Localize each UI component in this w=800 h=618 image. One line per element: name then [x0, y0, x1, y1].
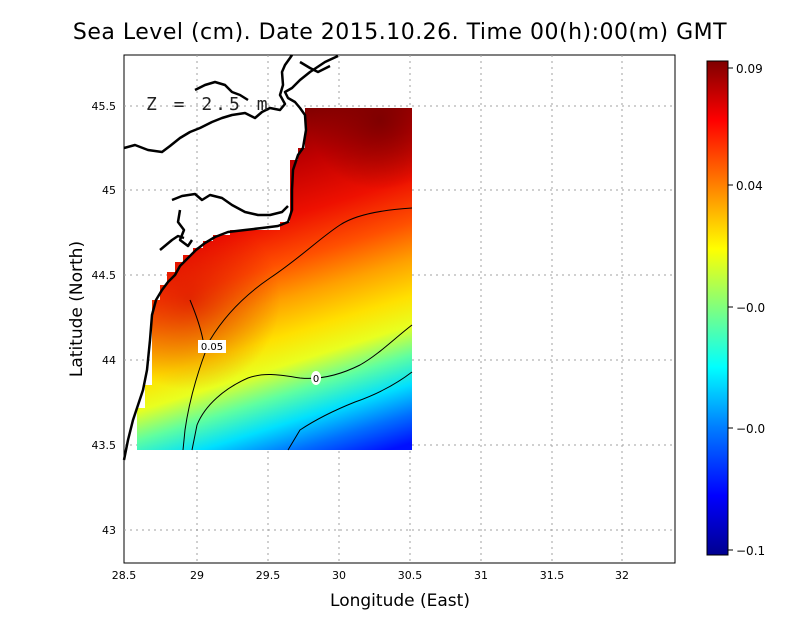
y-tick-labels: 43 43.5 44 44.5 45 45.5 — [92, 100, 117, 537]
contour-label-0: 0 — [311, 371, 321, 385]
colorbar-tick-label: −0.0 — [736, 301, 765, 315]
y-tick-label: 45.5 — [92, 100, 117, 113]
x-tick-label: 31 — [474, 569, 488, 582]
y-tick-label: 43 — [102, 524, 116, 537]
x-tick-label: 28.5 — [112, 569, 137, 582]
x-tick-label: 30 — [332, 569, 346, 582]
x-tick-label: 29 — [190, 569, 204, 582]
svg-text:0.05: 0.05 — [201, 342, 223, 353]
x-tick-label: 31.5 — [540, 569, 565, 582]
depth-label: Z = 2.5 m — [146, 94, 271, 115]
colorbar-tick-label: 0.04 — [736, 179, 763, 193]
y-axis-label: Latitude (North) — [67, 241, 87, 377]
y-tick-label: 44.5 — [92, 269, 117, 282]
colorbar: 0.09 0.04 −0.0 −0.0 −0.1 — [706, 60, 765, 558]
svg-text:0: 0 — [313, 374, 319, 385]
y-tick-label: 45 — [102, 184, 116, 197]
contour-label-005: 0.05 — [198, 340, 226, 353]
colorbar-tick-label: 0.09 — [736, 62, 763, 76]
coastline — [122, 54, 339, 461]
chart-title: Sea Level (cm). Date 2015.10.26. Time 00… — [72, 20, 728, 45]
colorbar-tick-label: −0.0 — [736, 422, 765, 436]
colorbar-tick-label: −0.1 — [736, 544, 765, 558]
x-tick-labels: 28.5 29 29.5 30 30.5 31 31.5 32 — [112, 569, 629, 582]
y-tick-label: 44 — [102, 354, 116, 367]
colorbar-gradient — [706, 60, 729, 556]
contour-lines — [182, 207, 413, 451]
x-tick-label: 32 — [615, 569, 629, 582]
x-tick-label: 29.5 — [256, 569, 281, 582]
x-tick-label: 30.5 — [398, 569, 423, 582]
x-axis-label: Longitude (East) — [330, 591, 470, 611]
y-tick-label: 43.5 — [92, 439, 117, 452]
